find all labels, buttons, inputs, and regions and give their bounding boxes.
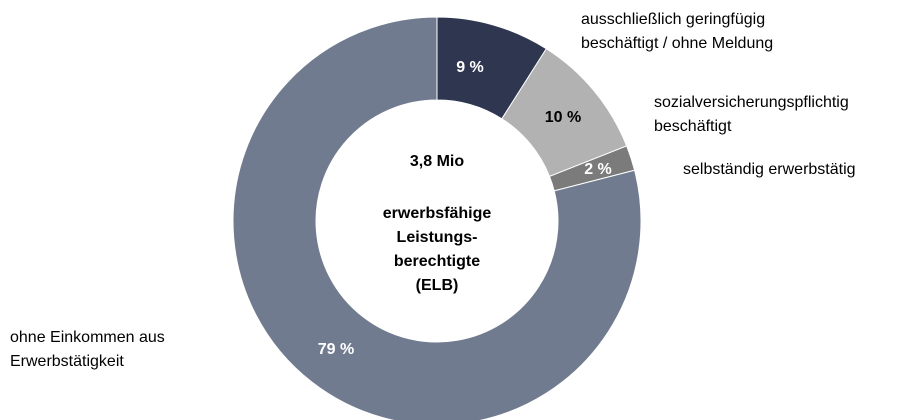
category-label: selbständig erwerbstätig	[683, 161, 856, 178]
category-label: Erwerbstätigkeit	[10, 353, 124, 370]
value-label: 2 %	[584, 161, 612, 178]
category-label: ausschließlich geringfügig	[581, 11, 765, 28]
value-label: 10 %	[545, 109, 581, 126]
value-label: 79 %	[318, 341, 354, 358]
center-label: erwerbsfähige	[383, 205, 492, 222]
center-label: berechtigte	[394, 253, 480, 270]
category-label: beschäftigt / ohne Meldung	[581, 35, 773, 52]
category-label: beschäftigt	[654, 118, 732, 135]
center-label: Leistungs-	[397, 229, 478, 246]
donut-slice	[232, 16, 642, 420]
center-label: 3,8 Mio	[410, 153, 464, 170]
value-label: 9 %	[456, 59, 484, 76]
category-label: ohne Einkommen aus	[10, 329, 165, 346]
category-label: sozialversicherungspflichtig	[654, 94, 849, 111]
center-label: (ELB)	[416, 277, 459, 294]
